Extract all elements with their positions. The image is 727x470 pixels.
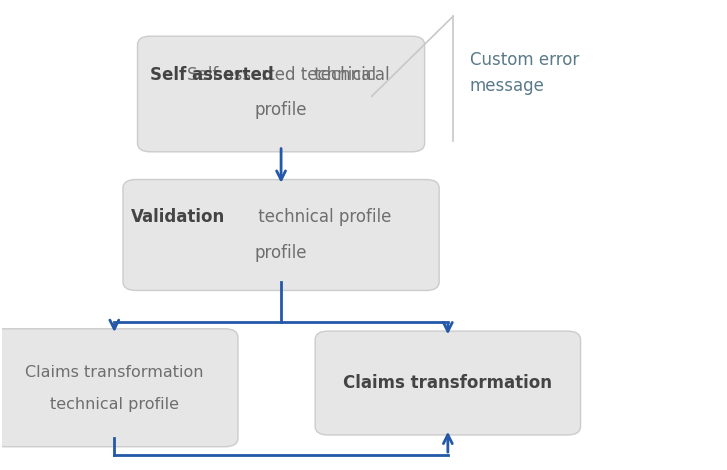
Text: profile: profile — [255, 102, 308, 119]
FancyBboxPatch shape — [137, 36, 425, 152]
FancyBboxPatch shape — [123, 180, 439, 290]
Text: profile: profile — [255, 244, 308, 262]
FancyBboxPatch shape — [0, 329, 238, 446]
Text: Claims transformation: Claims transformation — [25, 365, 204, 380]
Text: Validation: Validation — [132, 208, 225, 226]
Text: Self asserted: Self asserted — [150, 66, 273, 84]
Text: technical profile: technical profile — [253, 208, 391, 226]
Text: Custom error
message: Custom error message — [470, 51, 579, 95]
Text: Self asserted technical: Self asserted technical — [187, 66, 376, 84]
Text: Claims transformation: Claims transformation — [343, 374, 553, 392]
FancyBboxPatch shape — [315, 331, 581, 435]
Text: technical: technical — [309, 66, 390, 84]
Text: technical profile: technical profile — [50, 397, 179, 412]
